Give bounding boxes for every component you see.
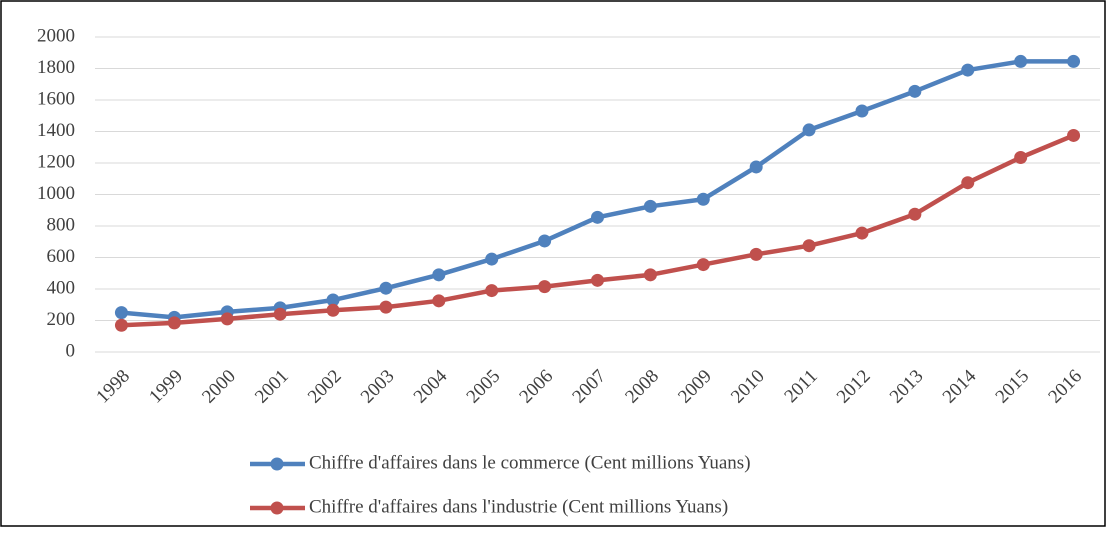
- y-tick-label: 0: [66, 340, 76, 361]
- data-point: [114, 306, 128, 320]
- data-point: [220, 312, 234, 326]
- data-point: [326, 303, 340, 317]
- data-point: [961, 63, 975, 77]
- legend-marker: [270, 501, 284, 515]
- data-point: [802, 239, 816, 253]
- data-point: [696, 258, 710, 272]
- data-point: [643, 268, 657, 282]
- data-point: [749, 247, 763, 261]
- y-tick-label: 1200: [37, 151, 75, 172]
- legend-marker: [270, 457, 284, 471]
- data-point: [696, 192, 710, 206]
- data-point: [432, 294, 446, 308]
- y-tick-label: 1600: [37, 88, 75, 109]
- legend-label: Chiffre d'affaires dans l'industrie (Cen…: [309, 496, 728, 517]
- y-tick-label: 1400: [37, 120, 75, 141]
- y-tick-label: 600: [47, 246, 76, 267]
- data-point: [855, 104, 869, 118]
- data-point: [643, 199, 657, 213]
- data-point: [1014, 150, 1028, 164]
- data-point: [485, 252, 499, 266]
- data-point: [432, 268, 446, 282]
- data-point: [1067, 54, 1081, 68]
- data-point: [1014, 54, 1028, 68]
- data-point: [326, 293, 340, 307]
- y-tick-label: 1800: [37, 57, 75, 78]
- data-point: [379, 281, 393, 295]
- y-tick-label: 400: [47, 277, 76, 298]
- data-point: [538, 234, 552, 248]
- y-tick-label: 200: [47, 309, 76, 330]
- data-point: [114, 318, 128, 332]
- data-point: [802, 123, 816, 137]
- data-point: [379, 300, 393, 314]
- data-point: [749, 160, 763, 174]
- data-point: [908, 84, 922, 98]
- data-point: [273, 307, 287, 321]
- legend-label: Chiffre d'affaires dans le commerce (Cen…: [309, 452, 751, 473]
- data-point: [855, 226, 869, 240]
- y-tick-label: 800: [47, 214, 76, 235]
- data-point: [1067, 128, 1081, 142]
- y-tick-label: 1000: [37, 183, 75, 204]
- data-point: [961, 176, 975, 190]
- data-point: [591, 273, 604, 287]
- data-point: [485, 284, 499, 298]
- data-point: [908, 207, 922, 221]
- data-point: [591, 210, 604, 224]
- data-point: [167, 316, 181, 330]
- data-point: [538, 280, 552, 294]
- y-tick-label: 2000: [37, 25, 75, 46]
